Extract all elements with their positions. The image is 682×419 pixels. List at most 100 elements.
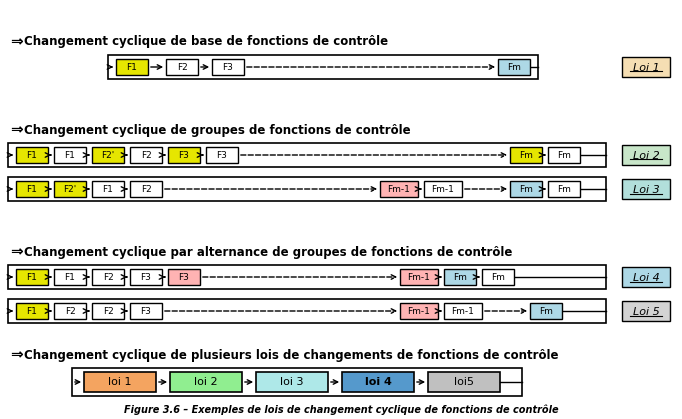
FancyBboxPatch shape [54,181,86,197]
FancyBboxPatch shape [92,303,124,319]
Text: Fm-1: Fm-1 [432,184,454,194]
FancyBboxPatch shape [170,372,242,392]
FancyBboxPatch shape [92,147,124,163]
Text: F2: F2 [102,272,113,282]
Text: F3: F3 [222,62,233,72]
FancyBboxPatch shape [168,269,200,285]
FancyBboxPatch shape [16,303,48,319]
FancyBboxPatch shape [130,181,162,197]
FancyBboxPatch shape [530,303,562,319]
FancyBboxPatch shape [54,303,86,319]
FancyBboxPatch shape [444,303,482,319]
Text: ⇒: ⇒ [10,347,23,362]
Text: F2: F2 [140,150,151,160]
FancyBboxPatch shape [8,177,606,201]
Text: Fm: Fm [519,184,533,194]
Text: F2: F2 [102,307,113,316]
Text: Figure 3.6 – Exemples de lois de changement cyclique de fonctions de contrôle: Figure 3.6 – Exemples de lois de changem… [123,405,559,415]
FancyBboxPatch shape [256,372,328,392]
FancyBboxPatch shape [510,181,542,197]
Text: Changement cyclique de base de fonctions de contrôle: Changement cyclique de base de fonctions… [24,36,388,49]
FancyBboxPatch shape [16,181,48,197]
FancyBboxPatch shape [8,299,606,323]
FancyBboxPatch shape [206,147,238,163]
FancyBboxPatch shape [212,59,244,75]
Text: loi 4: loi 4 [365,377,391,387]
Text: Fm: Fm [557,150,571,160]
FancyBboxPatch shape [380,181,418,197]
FancyBboxPatch shape [622,301,670,321]
Text: Loi 1: Loi 1 [633,63,659,73]
FancyBboxPatch shape [8,143,606,167]
Text: Fm: Fm [539,307,553,316]
FancyBboxPatch shape [424,181,462,197]
Text: F3: F3 [217,150,227,160]
FancyBboxPatch shape [54,269,86,285]
Text: Fm: Fm [557,184,571,194]
FancyBboxPatch shape [548,181,580,197]
FancyBboxPatch shape [166,59,198,75]
Text: F3: F3 [140,272,151,282]
Text: F3: F3 [179,150,190,160]
Text: F3: F3 [140,307,151,316]
Text: F1: F1 [27,272,38,282]
Text: F1: F1 [27,307,38,316]
FancyBboxPatch shape [444,269,476,285]
Text: loi 2: loi 2 [194,377,218,387]
Text: loi 3: loi 3 [280,377,303,387]
Text: Loi 3: Loi 3 [633,185,659,195]
Text: Fm-1: Fm-1 [451,307,475,316]
FancyBboxPatch shape [622,179,670,199]
Text: loi5: loi5 [454,377,474,387]
FancyBboxPatch shape [400,269,438,285]
Text: F2': F2' [102,150,115,160]
Text: Changement cyclique de plusieurs lois de changements de fonctions de contrôle: Changement cyclique de plusieurs lois de… [24,349,559,362]
FancyBboxPatch shape [622,57,670,77]
Text: F1: F1 [65,272,76,282]
Text: Fm-1: Fm-1 [408,307,430,316]
FancyBboxPatch shape [622,145,670,165]
FancyBboxPatch shape [54,147,86,163]
FancyBboxPatch shape [168,147,200,163]
FancyBboxPatch shape [84,372,156,392]
FancyBboxPatch shape [92,181,124,197]
FancyBboxPatch shape [92,269,124,285]
Text: Fm: Fm [491,272,505,282]
FancyBboxPatch shape [428,372,500,392]
FancyBboxPatch shape [130,147,162,163]
Text: Changement cyclique de groupes de fonctions de contrôle: Changement cyclique de groupes de foncti… [24,124,411,137]
Text: Loi 5: Loi 5 [633,307,659,317]
FancyBboxPatch shape [622,267,670,287]
Text: F2': F2' [63,184,76,194]
FancyBboxPatch shape [548,147,580,163]
Text: ⇒: ⇒ [10,34,23,49]
FancyBboxPatch shape [510,147,542,163]
Text: Fm: Fm [453,272,467,282]
Text: Fm: Fm [519,150,533,160]
Text: F1: F1 [27,184,38,194]
Text: F1: F1 [65,150,76,160]
FancyBboxPatch shape [498,59,530,75]
Text: F3: F3 [179,272,190,282]
FancyBboxPatch shape [16,269,48,285]
Text: Loi 4: Loi 4 [633,273,659,283]
FancyBboxPatch shape [16,147,48,163]
Text: F1: F1 [127,62,138,72]
Text: F2: F2 [140,184,151,194]
Text: F2: F2 [65,307,76,316]
Text: ⇒: ⇒ [10,122,23,137]
Text: Fm-1: Fm-1 [387,184,411,194]
FancyBboxPatch shape [8,265,606,289]
FancyBboxPatch shape [342,372,414,392]
Text: Fm-1: Fm-1 [408,272,430,282]
FancyBboxPatch shape [108,55,538,79]
FancyBboxPatch shape [130,303,162,319]
FancyBboxPatch shape [400,303,438,319]
FancyBboxPatch shape [482,269,514,285]
FancyBboxPatch shape [72,368,522,396]
Text: F1: F1 [102,184,113,194]
Text: Fm: Fm [507,62,521,72]
Text: loi 1: loi 1 [108,377,132,387]
Text: F2: F2 [177,62,188,72]
Text: Loi 2: Loi 2 [633,151,659,161]
